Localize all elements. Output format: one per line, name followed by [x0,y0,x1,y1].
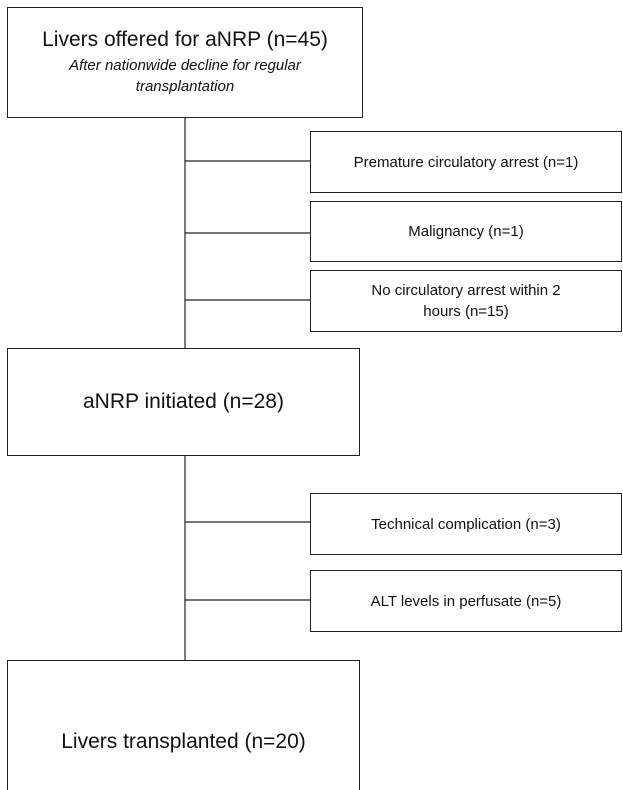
stage-box: Livers transplanted (n=20) [7,660,360,790]
stage-note: After nationwide decline for regular tra… [69,57,301,95]
exclusion-label: ALT levels in perfusate (n=5) [370,592,562,610]
exclusion-box: ALT levels in perfusate (n=5) [310,570,622,632]
exclusion-label: Premature circulatory arrest (n=1) [353,153,579,171]
exclusion-box: Malignancy (n=1) [310,201,622,262]
exclusion-label: No circulatory arrest within 2 hours (n=… [371,282,561,320]
exclusion-box: No circulatory arrest within 2 hours (n=… [310,270,622,332]
exclusion-box: Premature circulatory arrest (n=1) [310,131,622,193]
exclusion-box: Technical complication (n=3) [310,493,622,555]
exclusion-label: Technical complication (n=3) [371,515,561,533]
exclusion-label: Malignancy (n=1) [408,223,524,240]
stage-label: Livers transplanted (n=20) [61,729,306,753]
stage-box: Livers offered for aNRP (n=45) After nat… [7,7,363,118]
stage-label: aNRP initiated (n=28) [83,390,284,413]
stage-label: Livers offered for aNRP (n=45) [42,28,328,52]
stage-box: aNRP initiated (n=28) [7,348,360,456]
